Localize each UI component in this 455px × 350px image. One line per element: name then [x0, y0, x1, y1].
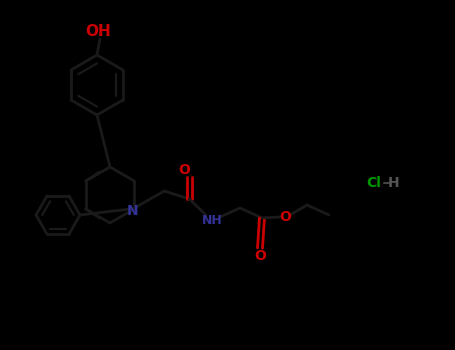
Text: O: O: [254, 249, 266, 263]
Text: OH: OH: [85, 25, 111, 40]
Text: O: O: [178, 163, 190, 177]
Text: O: O: [279, 210, 291, 224]
Text: Cl: Cl: [367, 176, 381, 190]
Text: NH: NH: [202, 214, 222, 226]
Text: N: N: [126, 204, 138, 218]
Text: H: H: [388, 176, 400, 190]
